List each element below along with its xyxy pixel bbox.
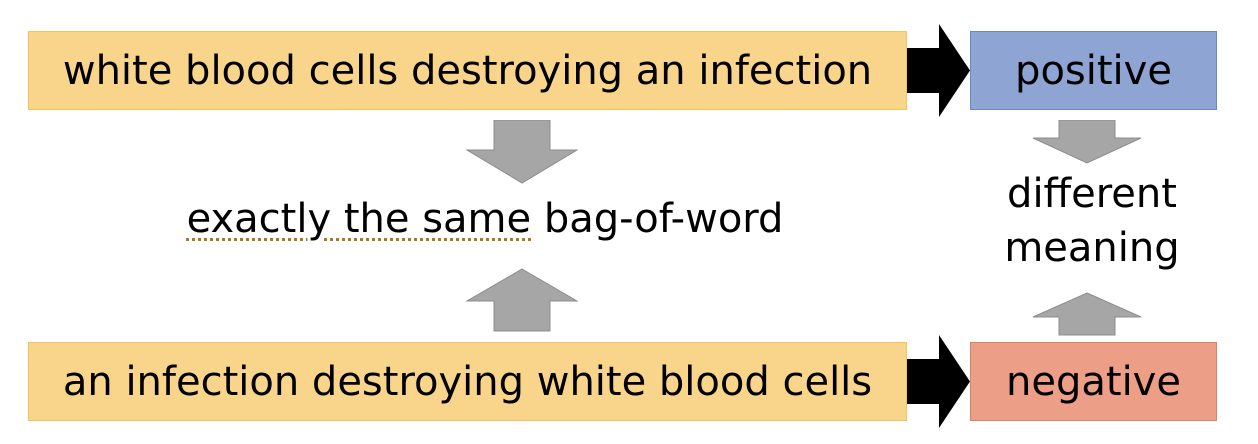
bottom-sentence-box: an infection destroying white blood cell…	[28, 342, 907, 421]
different-meaning-caption: different meaning	[966, 167, 1218, 275]
bag-of-word-emphasis: exactly the same	[186, 196, 532, 242]
positive-label-box: positive	[970, 31, 1217, 110]
up-arrow-left	[466, 268, 578, 332]
bottom-sentence-text: an infection destroying white blood cell…	[62, 358, 873, 405]
meaning-line-2: meaning	[1004, 225, 1180, 271]
black-right-arrow-bottom	[907, 335, 970, 428]
positive-label: positive	[1015, 47, 1172, 94]
up-arrow-right	[1032, 292, 1142, 336]
bag-of-word-caption: exactly the same bag-of-word	[150, 196, 820, 242]
negative-label-box: negative	[970, 342, 1217, 421]
top-sentence-text: white blood cells destroying an infectio…	[62, 47, 873, 94]
negative-label: negative	[1006, 358, 1181, 405]
meaning-line-1: different	[1007, 171, 1177, 217]
bag-of-word-rest: bag-of-word	[531, 196, 784, 242]
top-sentence-box: white blood cells destroying an infectio…	[28, 31, 907, 110]
down-arrow-right	[1032, 120, 1142, 164]
black-right-arrow-top	[907, 24, 970, 117]
down-arrow-left	[466, 120, 578, 184]
